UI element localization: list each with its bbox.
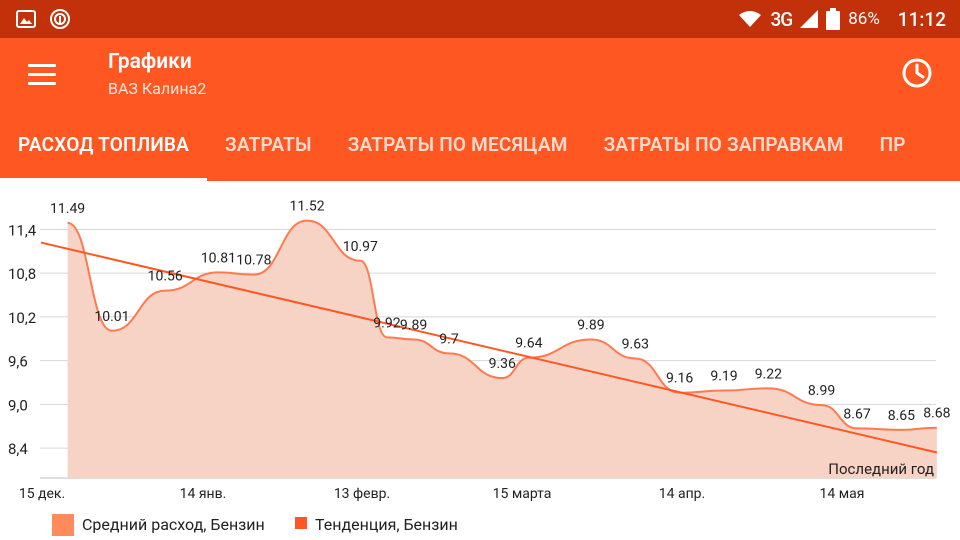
data-label: 8.68 bbox=[923, 406, 950, 422]
tab-more[interactable]: ПР bbox=[879, 133, 906, 156]
page-title: Графики bbox=[108, 50, 192, 74]
y-tick-label: 10,2 bbox=[8, 309, 36, 327]
x-tick-label: 14 янв. bbox=[180, 486, 227, 502]
data-label: 10.97 bbox=[343, 239, 378, 255]
signal-icon bbox=[800, 10, 819, 28]
data-label: 10.81 bbox=[201, 250, 236, 266]
wifi-icon bbox=[739, 11, 762, 27]
legend-label-consumption: Средний расход, Бензин bbox=[82, 515, 265, 534]
data-label: 10.78 bbox=[236, 253, 271, 269]
y-tick-label: 8,4 bbox=[8, 440, 28, 458]
consumption-area bbox=[67, 220, 937, 478]
data-label: 9.64 bbox=[515, 336, 542, 352]
y-tick-label: 9,0 bbox=[8, 396, 28, 414]
tab-expenses-by-refuel[interactable]: ЗАТРАТЫ ПО ЗАПРАВКАМ bbox=[603, 133, 844, 156]
data-label: 9.16 bbox=[666, 371, 693, 387]
data-label: 9.89 bbox=[577, 318, 604, 334]
tab-expenses[interactable]: ЗАТРАТЫ bbox=[225, 133, 312, 156]
clock: 11:12 bbox=[897, 7, 946, 31]
legend-swatch-trend bbox=[295, 517, 307, 529]
consumption-line bbox=[67, 219, 937, 431]
data-label: 10.01 bbox=[94, 309, 129, 325]
data-label: 10.56 bbox=[148, 269, 183, 285]
tab-expenses-by-month[interactable]: ЗАТРАТЫ ПО МЕСЯЦАМ bbox=[347, 133, 568, 156]
y-tick-label: 11,4 bbox=[8, 221, 37, 239]
x-tick-label: 15 марта bbox=[493, 486, 552, 502]
y-axis: 11,4 10,8 10,2 9,6 9,0 8,4 bbox=[8, 221, 37, 458]
data-label: 8.65 bbox=[888, 408, 915, 424]
app-bar: Графики ВАЗ Калина2 РАСХОД ТОПЛИВА ЗАТРА… bbox=[0, 38, 960, 181]
data-label: 9.22 bbox=[755, 366, 782, 382]
trend-line bbox=[40, 241, 938, 454]
x-tick-label: 13 февр. bbox=[334, 486, 390, 502]
x-tick-label: 15 дек. bbox=[19, 486, 65, 502]
y-tick-label: 9,6 bbox=[8, 353, 28, 371]
data-label: 11.49 bbox=[50, 201, 85, 217]
legend: Средний расход, Бензин Тенденция, Бензин bbox=[52, 514, 458, 536]
legend-swatch-consumption bbox=[52, 514, 74, 536]
data-label: 9.7 bbox=[439, 331, 459, 347]
data-label: 9.92 bbox=[373, 315, 400, 331]
y-tick-label: 10,8 bbox=[8, 265, 36, 283]
data-label: 9.89 bbox=[400, 318, 427, 334]
data-label: 11.52 bbox=[290, 199, 325, 215]
network-type: 3G bbox=[770, 7, 793, 31]
menu-icon[interactable] bbox=[28, 64, 56, 86]
tab-bar: РАСХОД ТОПЛИВА ЗАТРАТЫ ЗАТРАТЫ ПО МЕСЯЦА… bbox=[0, 130, 960, 181]
data-label: 9.63 bbox=[622, 336, 649, 352]
tab-fuel-consumption[interactable]: РАСХОД ТОПЛИВА bbox=[0, 130, 208, 181]
data-label: 9.19 bbox=[710, 369, 737, 385]
history-icon[interactable] bbox=[900, 56, 934, 90]
x-tick-label: 14 апр. bbox=[659, 486, 705, 502]
gallery-icon bbox=[16, 10, 36, 28]
x-tick-label: 14 мая bbox=[820, 486, 865, 502]
status-bar: 3G 86% 11:12 bbox=[0, 0, 960, 38]
data-label: 8.99 bbox=[808, 383, 835, 399]
fingerprint-icon bbox=[50, 9, 70, 29]
page-subtitle: ВАЗ Калина2 bbox=[108, 79, 207, 98]
data-label: 9.36 bbox=[489, 356, 516, 372]
x-axis: 15 дек. 14 янв. 13 февр. 15 марта 14 апр. 14 … bbox=[19, 486, 865, 502]
battery-icon bbox=[826, 8, 841, 30]
data-label: 8.67 bbox=[843, 406, 870, 422]
period-label: Последний год bbox=[828, 460, 934, 478]
legend-label-trend: Тенденция, Бензин bbox=[315, 515, 458, 534]
battery-percent: 86% bbox=[848, 9, 880, 29]
